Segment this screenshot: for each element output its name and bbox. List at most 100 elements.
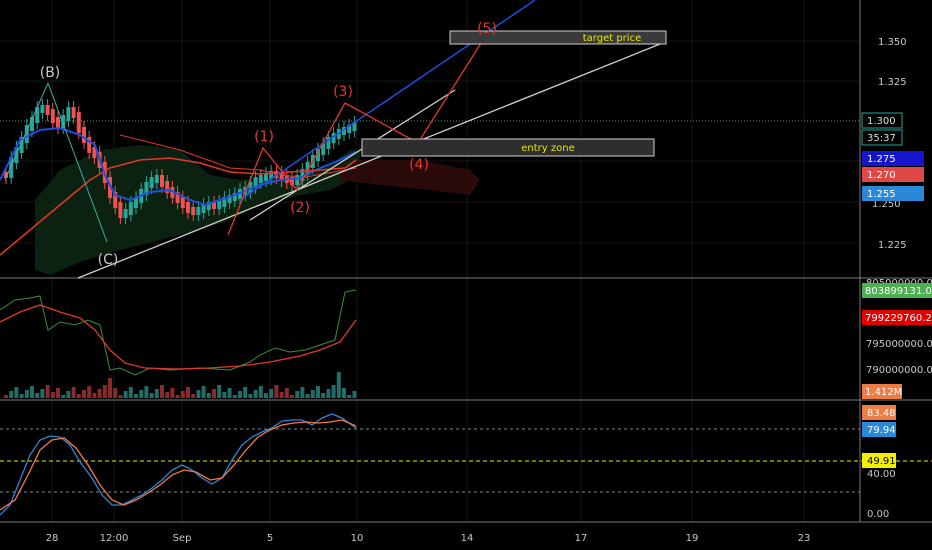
candle-body <box>352 122 357 131</box>
volume-bar <box>321 393 326 398</box>
candle-body <box>66 107 71 121</box>
volume-ma-red <box>0 304 357 370</box>
volume-bar <box>45 385 50 398</box>
badge-stoch-d-label: 79.94 <box>867 425 896 436</box>
candle-body <box>76 112 81 133</box>
candle-body <box>35 107 40 123</box>
price-tick: 1.225 <box>878 240 907 251</box>
volume-bar <box>24 390 29 398</box>
candle-body <box>295 175 300 185</box>
candle-body <box>9 157 14 178</box>
volume-bar <box>227 388 232 398</box>
badge-stoch-k <box>862 405 896 420</box>
volume-bar <box>118 395 123 398</box>
volume-bar <box>274 385 279 398</box>
candle-body <box>154 175 159 183</box>
candle-body <box>300 169 305 181</box>
candle-body <box>128 202 133 215</box>
volume-bar <box>170 388 175 398</box>
badge-volume-ma-green-label: 803899131.000 <box>865 286 932 297</box>
candle-body <box>118 202 123 218</box>
candle-body <box>24 125 29 143</box>
volume-bar <box>14 387 19 398</box>
volume-bar <box>217 385 222 398</box>
volume-bar <box>160 385 164 398</box>
volume-bar <box>269 389 274 398</box>
volume-bar <box>165 392 170 398</box>
candle-body <box>40 105 45 113</box>
volume-bar <box>342 388 346 398</box>
volume-axis[interactable]: 805000000.000 803899131.000 799229760.21… <box>862 278 932 399</box>
candle-body <box>305 162 310 175</box>
osc-tick: 0.00 <box>867 509 889 520</box>
volume-bar <box>76 394 81 398</box>
candle-body <box>87 137 92 153</box>
oscillator-axis[interactable]: 83.48 79.94 49.91 40.00 0.00 <box>862 405 896 520</box>
candle-body <box>264 173 268 181</box>
volume-bar <box>19 394 24 398</box>
volume-bar <box>253 390 258 398</box>
volume-bar <box>279 392 284 398</box>
volume-bar <box>87 386 92 398</box>
badge-volume-ma-red-label: 799229760.210 <box>865 313 932 324</box>
volume-bar <box>123 391 128 398</box>
badge-volume-last <box>862 384 902 399</box>
wave-label-1: (1) <box>254 129 274 145</box>
volume-bar <box>264 393 268 398</box>
badge-current-price <box>861 112 903 129</box>
volume-bar <box>206 393 211 398</box>
volume-bar <box>326 389 331 398</box>
elliott-wave-path <box>227 31 489 236</box>
price-axis[interactable]: 1.350 1.325 1.250 1.225 1.300 35:37 1.27… <box>861 37 924 251</box>
volume-bar <box>71 387 76 398</box>
candle-body <box>30 117 34 131</box>
volume-tick-partial: 805000000.000 <box>866 278 932 289</box>
volume-bar <box>336 372 341 398</box>
volume-bar <box>97 389 102 398</box>
price-tick: 1.250 <box>872 199 901 210</box>
candle-body <box>82 127 86 143</box>
volume-bar <box>50 392 55 398</box>
candle-body <box>191 207 196 215</box>
volume-bar <box>9 391 14 398</box>
volume-bar <box>295 391 300 398</box>
time-label: 5 <box>267 533 273 544</box>
volume-bar <box>232 395 237 398</box>
volume-bar <box>222 392 227 398</box>
candle-body <box>61 115 66 128</box>
candle-body <box>331 133 336 143</box>
volume-bar <box>284 388 289 398</box>
volume-bar <box>212 389 216 398</box>
badge-blue-ma <box>862 151 924 166</box>
badge-volume-ma-green <box>862 283 932 298</box>
volume-bar <box>347 395 352 398</box>
volume-bar <box>331 385 336 398</box>
volume-bar <box>4 395 8 398</box>
channel-line <box>249 89 456 221</box>
volume-tick: 790000000.000 <box>866 365 932 376</box>
badge-countdown <box>861 129 903 146</box>
candle-body <box>279 172 284 181</box>
volume-bar <box>30 386 34 398</box>
badge-mid-level-label: 49.91 <box>867 456 896 467</box>
time-axis[interactable]: 28 12:00 Sep 5 10 14 17 19 23 <box>46 533 811 544</box>
blue-moving-average <box>0 126 357 207</box>
candle-body <box>253 177 258 188</box>
candle-body <box>347 125 352 133</box>
target-price-box <box>449 30 667 45</box>
volume-bar <box>92 393 97 398</box>
candle-body <box>258 175 263 183</box>
candle-body <box>232 193 237 201</box>
time-label: 14 <box>461 533 474 544</box>
time-label: 17 <box>575 533 588 544</box>
wave-label-3: (3) <box>333 84 353 100</box>
volume-bar <box>82 390 86 398</box>
candle-body <box>201 204 206 213</box>
volume-bar <box>61 395 66 398</box>
candle-body <box>269 171 274 179</box>
time-label: Sep <box>173 533 192 544</box>
candle-body <box>113 192 118 208</box>
cloud-red-area <box>340 160 480 195</box>
time-label: 23 <box>798 533 811 544</box>
